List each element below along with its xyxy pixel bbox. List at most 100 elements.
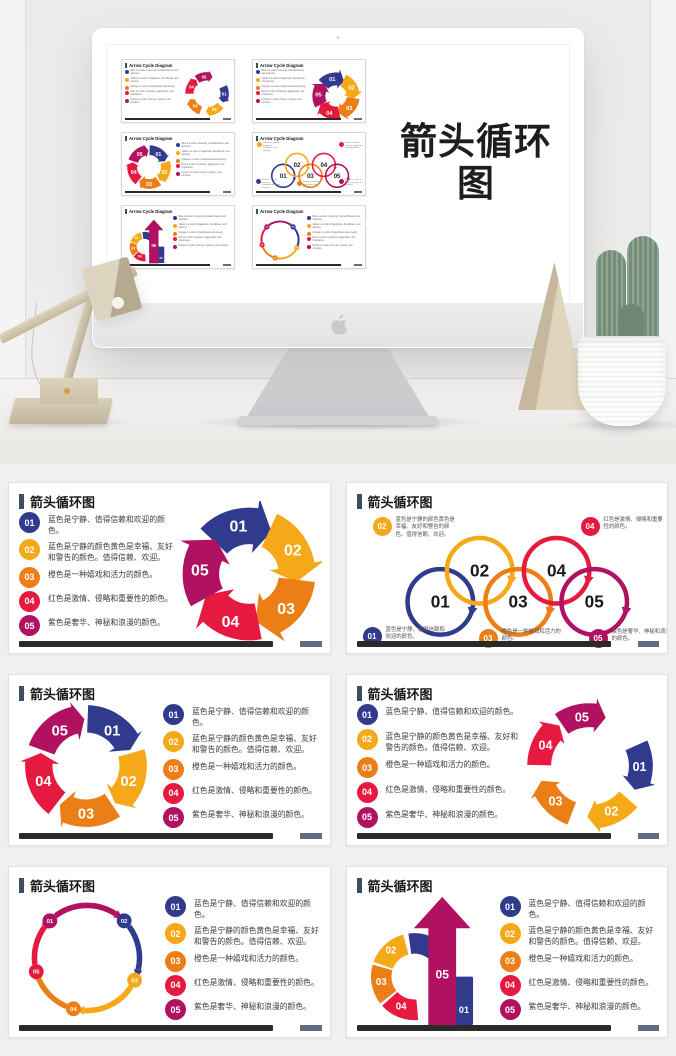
item-text: 紫色是奢华、神秘和浪漫的颜色。 <box>48 618 165 627</box>
list-item: 03 橙色是一种嬉戏和活力的颜色。 <box>356 757 522 778</box>
bullet-dot <box>173 237 177 242</box>
item-text: 红色是激情、侵略和重要性的颜色。 <box>194 977 319 987</box>
item-text: 橙色是一种嬉戏和活力的颜色。 <box>385 760 495 769</box>
slide-footer-bar <box>356 1025 659 1031</box>
list-item: 04 红色是激情、侵略和重要性的颜色。 <box>356 781 522 803</box>
thumbnail-list-item: Orange is a color of playfulness and ene… <box>256 85 307 90</box>
item-text: 红色是激情、侵略和重要性的颜色。 <box>385 784 511 794</box>
thumbnail-list-item: Blue is a color of serenity, trustworthi… <box>307 216 362 222</box>
list-item: 04 红色是激情、侵略和重要性的颜色。 <box>163 782 322 804</box>
thumbnail-list-item: Yellow is a color of happiness, friendli… <box>125 77 180 84</box>
cycle-arrows-diagram <box>310 70 362 122</box>
item-number-badge: 03 <box>19 566 40 588</box>
donut-segments-diagram <box>125 143 173 191</box>
list-item: 01 蓝色是宁静、值得信赖和欢迎的颜色。 <box>499 896 660 920</box>
item-number-badge: 01 <box>19 512 40 533</box>
imac-body: Arrow Cycle Diagram Blue is a color of s… <box>92 28 584 348</box>
slide-footer-bar <box>356 641 659 647</box>
thumbnail-list-item: Blue is a color of serenity, trustworthi… <box>125 70 180 76</box>
slide-title: 箭头循环图 <box>30 495 96 510</box>
thumbnail-list-item: Red is a color of passion, aggression, a… <box>256 91 307 97</box>
bullet-dot <box>307 223 311 228</box>
imac-stand <box>245 346 431 420</box>
item-number-badge: 04 <box>19 590 40 612</box>
item-number-badge: 02 <box>163 731 184 753</box>
desk-lamp <box>0 248 165 430</box>
bullet-dot <box>307 231 311 236</box>
bullet-dot <box>176 172 180 177</box>
bullet-dot <box>125 77 129 82</box>
donut-segments-diagram <box>19 699 153 833</box>
list-item: 05 紫色是奢华、神秘和浪漫的颜色。 <box>499 999 660 1020</box>
slide-thumbnail-1: Arrow Cycle Diagram Blue is a color of s… <box>121 59 235 123</box>
thumbnail-list-item: Purple is a color of luxury, mystery, an… <box>173 245 231 250</box>
title-accent-bar <box>19 494 24 509</box>
item-number-badge: 05 <box>356 806 378 828</box>
slide-title: 箭头循环图 <box>30 879 96 894</box>
item-text: 紫色是奢华、神秘和浪漫的颜色。 <box>385 809 503 819</box>
thumbnail-list-item: Red is a color of passion, aggression, a… <box>176 164 231 170</box>
slides-grid: 箭头循环图 01 蓝色是宁静、值得信赖和欢迎的颜色。 02 蓝色是宁静的颜色黄色… <box>0 464 676 1052</box>
item-number-badge: 04 <box>356 781 378 803</box>
bullet-dot <box>256 77 260 82</box>
callout-04: 04 红色是激情、侵略和重要性的颜色。 <box>580 517 666 536</box>
bullet-dot <box>173 223 177 228</box>
slide-thumbnail-3: Arrow Cycle Diagram Blue is a color of s… <box>121 132 235 196</box>
plant-pot <box>578 336 666 426</box>
item-number-badge: 02 <box>165 923 186 945</box>
bullet-dot <box>256 85 260 90</box>
bullet-dot <box>176 150 180 155</box>
slide-card-6: 箭头循环图 01 蓝色是宁静、值得信赖和欢迎的颜色。 02 蓝色是宁静的颜色黄色… <box>345 866 668 1038</box>
item-text: 蓝色是宁静、值得信赖和欢迎的颜色。 <box>48 515 165 535</box>
thumbnail-list-item: Yellow is a color of happiness, friendli… <box>173 223 231 230</box>
item-text: 蓝色是宁静、值得信赖和欢迎的颜色。 <box>385 707 519 716</box>
item-number-badge: 02 <box>19 539 40 561</box>
item-text: 红色是激情、侵略和重要性的颜色。 <box>528 977 654 987</box>
item-number-badge: 01 <box>499 896 521 917</box>
list-item: 04 红色是激情、侵略和重要性的颜色。 <box>19 590 176 612</box>
thumbnail-list-item: Purple is a color of luxury, mystery, an… <box>125 99 180 105</box>
bullet-dot <box>173 231 177 236</box>
bullet-dot <box>256 99 260 104</box>
item-number-badge: 05 <box>165 999 186 1020</box>
item-number-badge: 05 <box>19 615 40 636</box>
thumbnail-list-item: Orange is a color of playfulness and ene… <box>173 231 231 236</box>
item-text: 紫色是奢华、神秘和浪漫的颜色。 <box>528 1002 646 1011</box>
slide-title: 箭头循环图 <box>367 687 433 702</box>
list-item: 01 蓝色是宁静、值得信赖和欢迎的颜色。 <box>165 896 322 920</box>
item-number-badge: 01 <box>165 896 186 917</box>
bullet-dot <box>307 237 311 242</box>
thumbnail-list-item: Yellow is a color of happiness, friendli… <box>176 150 231 157</box>
camera-dot <box>336 36 340 39</box>
arrow-up-donut-diagram <box>357 886 490 1031</box>
title-accent-bar <box>19 878 24 893</box>
arc-arrows-diagram <box>521 697 659 835</box>
slide-title: 箭头循环图 <box>30 687 96 702</box>
slide-card-3: 箭头循环图 01 蓝色是宁静、值得信赖和欢迎的颜色。 02 蓝色是宁静的颜色黄色… <box>8 674 331 846</box>
list-item: 02 蓝色是宁静的颜色黄色是幸福、友好和警告的颜色。值得信赖、欢迎。 <box>165 923 322 947</box>
cycle-arrows-diagram <box>176 501 322 647</box>
thumbnail-list-item: Blue is a color of serenity, trustworthi… <box>173 216 231 222</box>
item-text: 橙色是一种嬉戏和活力的颜色。 <box>192 761 302 771</box>
item-text: 蓝色是宁静、值得信赖和欢迎的颜色。 <box>194 899 311 919</box>
item-text: 蓝色是宁静、值得信赖和欢迎的颜色。 <box>528 899 646 919</box>
slide-thumbnails-grid: Arrow Cycle Diagram Blue is a color of s… <box>121 45 383 303</box>
list-item: 01 蓝色是宁静、值得信赖和欢迎的颜色。 <box>163 704 322 728</box>
slide-card-4: 箭头循环图 01 蓝色是宁静、值得信赖和欢迎的颜色。 02 蓝色是宁静的颜色黄色… <box>345 674 668 846</box>
item-number-badge: 05 <box>499 999 521 1020</box>
apple-logo-icon <box>331 314 348 335</box>
item-text: 橙色是一种嬉戏和活力的颜色。 <box>48 569 158 579</box>
list-item: 05 紫色是奢华、神秘和浪漫的颜色。 <box>356 806 522 828</box>
item-text: 蓝色是宁静的颜色黄色是幸福、友好和警告的颜色。值得信赖、欢迎。 <box>528 926 654 946</box>
item-text: 橙色是一种嬉戏和活力的颜色。 <box>194 953 304 963</box>
ring-arrows-diagram <box>19 890 155 1026</box>
bullet-dot <box>176 164 180 169</box>
list-item: 03 橙色是一种嬉戏和活力的颜色。 <box>499 950 660 972</box>
imac-chin <box>93 303 583 347</box>
bullet-dot <box>256 91 260 96</box>
list-item: 02 蓝色是宁静的颜色黄色是幸福、友好和警告的颜色。值得信赖、欢迎。 <box>499 923 660 947</box>
bullet-dot <box>307 245 311 250</box>
imac-mockup: Arrow Cycle Diagram Blue is a color of s… <box>92 28 584 428</box>
list-item: 02 蓝色是宁静的颜色黄色是幸福、友好和警告的颜色。值得信赖、欢迎。 <box>163 731 322 755</box>
slide-footer-bar <box>19 1025 322 1031</box>
